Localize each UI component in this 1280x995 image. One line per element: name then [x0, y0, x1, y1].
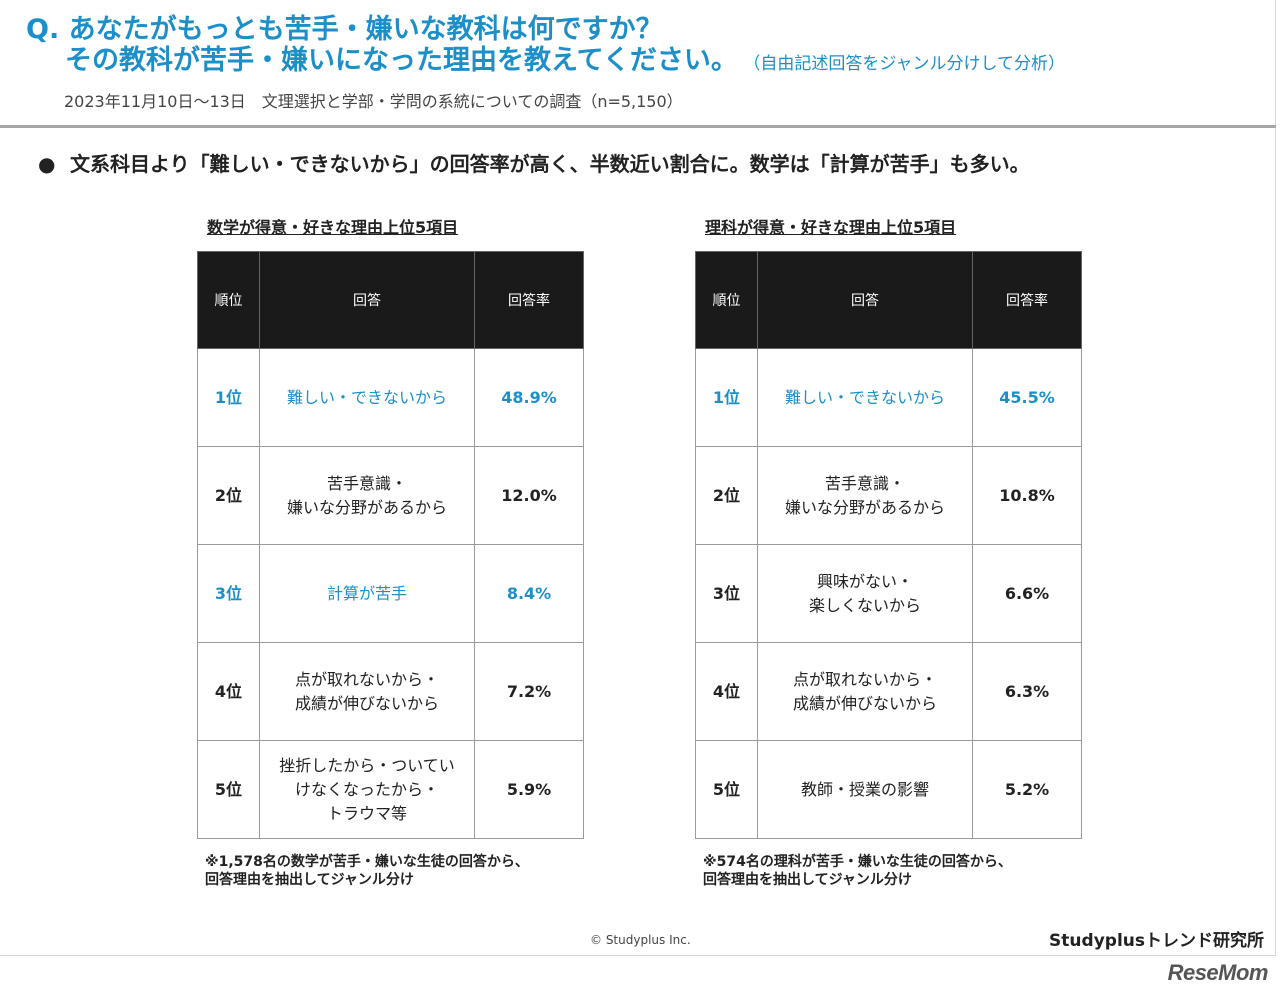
table-row: 3位 興味がない・ 楽しくないから 6.6% — [695, 544, 1082, 643]
rank-cell: 2位 — [197, 446, 260, 545]
slide-frame — [0, 0, 1276, 956]
header-rate: 回答率 — [972, 251, 1082, 349]
panel-title: 数学が得意・好きな理由上位5項目 — [207, 218, 459, 237]
panel-title: 理科が得意・好きな理由上位5項目 — [705, 218, 957, 237]
rate-cell: 6.3% — [972, 642, 1082, 741]
answer-cell: 興味がない・ 楽しくないから — [757, 544, 973, 643]
answer-cell: 苦手意識・ 嫌いな分野があるから — [757, 446, 973, 545]
resemom-logo[interactable]: ReseMom — [1167, 960, 1269, 985]
answer-cell: 点が取れないから・ 成績が伸びないから — [757, 642, 973, 741]
rank-cell: 3位 — [197, 544, 260, 643]
question-title-note: （自由記述回答をジャンル分けして分析） — [751, 54, 1065, 74]
ranking-table: 順位 回答 回答率 1位 難しい・できないから 48.9% 2位 苦手意識・ 嫌い… — [197, 251, 584, 839]
table-header-row: 順位 回答 回答率 — [695, 251, 1082, 349]
bullet-dot: ● — [38, 152, 56, 176]
header-rate: 回答率 — [474, 251, 584, 349]
question-title-line2: その教科が苦手・嫌いになった理由を教えてください。 — [65, 45, 738, 76]
question-title-line1: Q. あなたがもっとも苦手・嫌いな教科は何ですか？ — [26, 14, 663, 45]
header-answer: 回答 — [259, 251, 475, 349]
rate-cell: 7.2% — [474, 642, 584, 741]
summary-text: 文系科目より「難しい・できないから」の回答率が高く、半数近い割合に。数学は「計算… — [70, 152, 1030, 176]
rank-cell: 1位 — [695, 348, 758, 447]
table-row: 3位 計算が苦手 8.4% — [197, 544, 584, 643]
rank-cell: 4位 — [197, 642, 260, 741]
panel-note: ※574名の理科が苦手・嫌いな生徒の回答から、 回答理由を抽出してジャンル分け — [703, 854, 1012, 888]
ranking-table: 順位 回答 回答率 1位 難しい・できないから 45.5% 2位 苦手意識・ 嫌い… — [695, 251, 1082, 839]
rate-cell: 5.2% — [972, 740, 1082, 839]
table-row: 2位 苦手意識・ 嫌いな分野があるから 10.8% — [695, 446, 1082, 545]
table-row: 2位 苦手意識・ 嫌いな分野があるから 12.0% — [197, 446, 584, 545]
rate-cell: 48.9% — [474, 348, 584, 447]
answer-cell: 難しい・できないから — [757, 348, 973, 447]
survey-info: 2023年11月10日～13日 文理選択と学部・学問の系統についての調査（n=5… — [64, 92, 683, 111]
rank-cell: 2位 — [695, 446, 758, 545]
header-divider — [0, 125, 1276, 128]
answer-cell: 計算が苦手 — [259, 544, 475, 643]
rank-cell: 5位 — [197, 740, 260, 839]
answer-cell: 難しい・できないから — [259, 348, 475, 447]
answer-cell: 教師・授業の影響 — [757, 740, 973, 839]
rank-cell: 3位 — [695, 544, 758, 643]
answer-cell: 苦手意識・ 嫌いな分野があるから — [259, 446, 475, 545]
table-row: 1位 難しい・できないから 48.9% — [197, 348, 584, 447]
table-header-row: 順位 回答 回答率 — [197, 251, 584, 349]
rate-cell: 6.6% — [972, 544, 1082, 643]
question-title-line2-wrap: その教科が苦手・嫌いになった理由を教えてください。 （自由記述回答をジャンル分けし… — [26, 45, 1266, 80]
rate-cell: 8.4% — [474, 544, 584, 643]
rate-cell: 10.8% — [972, 446, 1082, 545]
table-row: 5位 挫折したから・ついてい けなくなったから・ トラウマ等 5.9% — [197, 740, 584, 839]
answer-cell: 挫折したから・ついてい けなくなったから・ トラウマ等 — [259, 740, 475, 839]
header-answer: 回答 — [757, 251, 973, 349]
question-title: Q. あなたがもっとも苦手・嫌いな教科は何ですか？ その教科が苦手・嫌いになった… — [26, 14, 1266, 80]
table-row: 1位 難しい・できないから 45.5% — [695, 348, 1082, 447]
science-panel: 理科が得意・好きな理由上位5項目 順位 回答 回答率 1位 難しい・できないから… — [695, 214, 1082, 889]
rank-cell: 1位 — [197, 348, 260, 447]
rate-cell: 45.5% — [972, 348, 1082, 447]
rate-cell: 12.0% — [474, 446, 584, 545]
panel-note: ※1,578名の数学が苦手・嫌いな生徒の回答から、 回答理由を抽出してジャンル分け — [205, 854, 529, 888]
table-row: 5位 教師・授業の影響 5.2% — [695, 740, 1082, 839]
summary-bullet: ● 文系科目より「難しい・できないから」の回答率が高く、半数近い割合に。数学は「計… — [38, 148, 1030, 177]
math-panel: 数学が得意・好きな理由上位5項目 順位 回答 回答率 1位 難しい・できないから… — [197, 214, 584, 889]
table-row: 4位 点が取れないから・ 成績が伸びないから 7.2% — [197, 642, 584, 741]
copyright: © Studyplus Inc. — [590, 933, 691, 947]
header-rank: 順位 — [695, 251, 758, 349]
answer-cell: 点が取れないから・ 成績が伸びないから — [259, 642, 475, 741]
rate-cell: 5.9% — [474, 740, 584, 839]
rank-cell: 4位 — [695, 642, 758, 741]
rank-cell: 5位 — [695, 740, 758, 839]
lab-name: Studyplusトレンド研究所 — [1049, 931, 1264, 951]
table-row: 4位 点が取れないから・ 成績が伸びないから 6.3% — [695, 642, 1082, 741]
header-rank: 順位 — [197, 251, 260, 349]
